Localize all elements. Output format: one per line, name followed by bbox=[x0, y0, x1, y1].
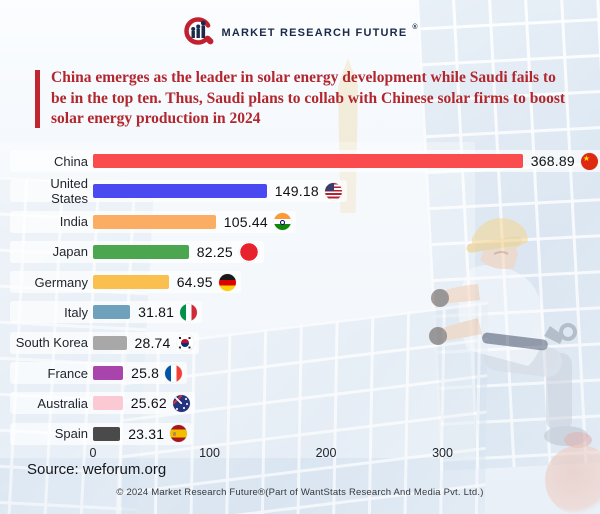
bar-italy bbox=[93, 305, 131, 320]
country-label: Germany bbox=[34, 274, 88, 290]
country-value: 28.74 bbox=[134, 334, 171, 351]
country-value: 31.81 bbox=[138, 304, 175, 321]
x-tick-100: 100 bbox=[199, 446, 220, 460]
chart-row: Japan 82.25 bbox=[10, 240, 264, 263]
solar-worker-illustration bbox=[429, 218, 592, 448]
spain-flag-icon bbox=[170, 425, 188, 443]
brand-name: MARKET RESEARCH FUTURE bbox=[221, 27, 408, 39]
headline-accent-bar bbox=[35, 70, 40, 128]
country-label: Spain bbox=[54, 426, 88, 442]
bar-south-korea bbox=[93, 335, 127, 350]
source-text: Source: weforum.org bbox=[27, 461, 167, 478]
country-value: 105.44 bbox=[223, 213, 268, 230]
country-label: South Korea bbox=[15, 335, 88, 351]
headline: China emerges as the leader in solar ene… bbox=[35, 68, 575, 130]
bar-usa bbox=[93, 184, 267, 199]
mrfr-logo-icon bbox=[184, 17, 214, 45]
bar-france bbox=[93, 366, 124, 381]
chart-row: China 368.89 bbox=[10, 150, 600, 172]
country-value: 368.89 bbox=[530, 153, 575, 169]
country-value: 82.25 bbox=[196, 243, 233, 260]
country-value: 25.62 bbox=[130, 395, 167, 412]
germany-flag-icon bbox=[218, 273, 236, 291]
country-label: China bbox=[54, 153, 88, 169]
chart-row: Spain 23.31 bbox=[10, 422, 193, 445]
country-value: 23.31 bbox=[128, 425, 165, 442]
italy-flag-icon bbox=[180, 303, 198, 321]
brand-logo: MARKET RESEARCH FUTURE ® bbox=[0, 16, 600, 50]
country-label: France bbox=[47, 365, 88, 381]
country-label: Italy bbox=[64, 304, 88, 320]
flower-illustration bbox=[545, 445, 600, 514]
australia-flag-icon bbox=[172, 394, 190, 412]
china-flag-icon bbox=[580, 152, 598, 170]
france-flag-icon bbox=[165, 364, 183, 382]
chart-row: Germany 64.95 bbox=[10, 271, 241, 294]
country-label: Japan bbox=[52, 244, 88, 260]
footer-text: © 2024 Market Research Future®(Part of W… bbox=[116, 487, 484, 498]
registered-mark: ® bbox=[412, 23, 418, 31]
country-label: India bbox=[59, 214, 88, 230]
bar-chart: China 368.89 United States 149.18 India … bbox=[10, 150, 600, 453]
country-label: Australia bbox=[37, 395, 88, 411]
x-tick-300: 300 bbox=[432, 446, 453, 460]
x-tick-0: 0 bbox=[89, 446, 97, 460]
chart-row: South Korea 28.74 bbox=[10, 331, 199, 354]
country-value: 25.8 bbox=[131, 365, 160, 382]
monument-illustration bbox=[338, 58, 358, 213]
india-flag-icon bbox=[273, 213, 291, 231]
x-axis: 0 100 200 300 bbox=[0, 446, 600, 461]
usa-flag-icon bbox=[324, 182, 342, 200]
country-value: 149.18 bbox=[274, 183, 319, 200]
bar-india bbox=[93, 214, 216, 229]
country-value: 64.95 bbox=[176, 274, 213, 291]
chart-row: France 25.8 bbox=[10, 362, 188, 385]
chart-row: Australia 25.62 bbox=[10, 392, 195, 415]
chart-row: Italy 31.81 bbox=[10, 301, 203, 324]
bar-china bbox=[93, 154, 523, 168]
chart-row: India 105.44 bbox=[10, 210, 296, 233]
headline-text: China emerges as the leader in solar ene… bbox=[51, 69, 566, 127]
x-tick-200: 200 bbox=[315, 446, 337, 460]
bar-japan bbox=[93, 244, 189, 259]
bar-australia bbox=[93, 396, 123, 411]
south-korea-flag-icon bbox=[176, 334, 194, 352]
chart-row: United States 149.18 bbox=[10, 176, 347, 206]
bar-germany bbox=[93, 275, 169, 290]
country-label: United States bbox=[50, 176, 88, 207]
bar-spain bbox=[93, 426, 121, 441]
japan-flag-icon bbox=[238, 241, 259, 262]
